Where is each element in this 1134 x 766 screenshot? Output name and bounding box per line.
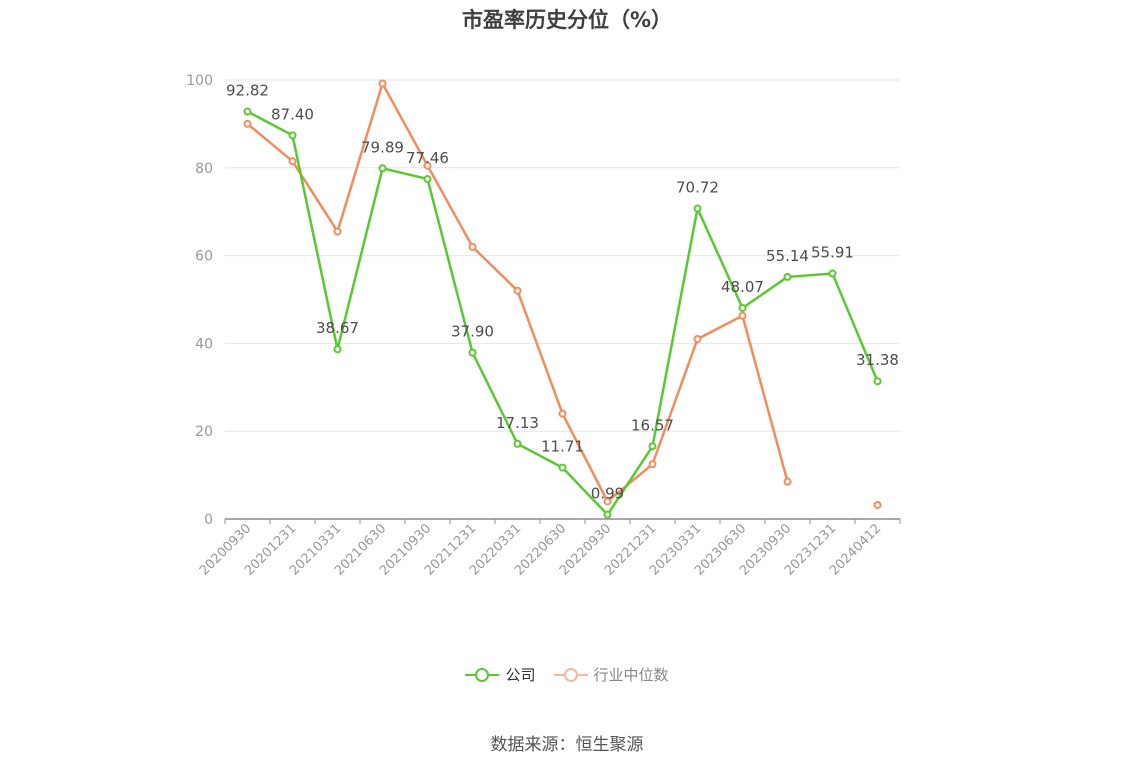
industry-median-point bbox=[333, 227, 342, 236]
legend: 公司 行业中位数 bbox=[0, 664, 1134, 685]
company-point bbox=[558, 463, 567, 472]
legend-company-line-icon bbox=[465, 667, 500, 683]
industry-median-point bbox=[243, 119, 252, 128]
company-data-label: 77.46 bbox=[406, 149, 449, 167]
company-data-label: 11.71 bbox=[541, 438, 584, 456]
chart-title: 市盈率历史分位（%） bbox=[461, 8, 673, 32]
company-point bbox=[873, 377, 882, 386]
industry-median-point bbox=[693, 335, 702, 344]
industry-median-point bbox=[513, 286, 522, 295]
company-point bbox=[783, 272, 792, 281]
company-point bbox=[333, 345, 342, 354]
y-tick-label: 60 bbox=[195, 249, 213, 265]
company-point bbox=[423, 174, 432, 183]
company-data-label: 37.90 bbox=[451, 323, 494, 341]
company-point bbox=[693, 204, 702, 213]
company-data-label: 17.13 bbox=[496, 414, 539, 432]
legend-item-company[interactable]: 公司 bbox=[465, 664, 536, 685]
company-point bbox=[603, 510, 612, 519]
company-point bbox=[828, 269, 837, 278]
industry-median-point bbox=[423, 161, 432, 170]
industry-median-point bbox=[558, 409, 567, 418]
y-tick-label: 0 bbox=[204, 512, 213, 528]
y-tick-label: 40 bbox=[195, 336, 213, 352]
series bbox=[243, 79, 882, 519]
company-data-label: 87.40 bbox=[271, 105, 314, 123]
company-point bbox=[243, 107, 252, 116]
company-data-label: 0.99 bbox=[591, 485, 624, 503]
company-data-label: 55.14 bbox=[766, 247, 809, 265]
legend-company-label: 公司 bbox=[505, 666, 536, 684]
industry-median-point bbox=[378, 79, 387, 88]
company-point bbox=[468, 348, 477, 357]
y-tick-label: 80 bbox=[195, 161, 213, 177]
y-tick-label: 20 bbox=[195, 424, 213, 440]
company-data-label: 79.89 bbox=[361, 138, 404, 156]
company-point bbox=[513, 439, 522, 448]
company-point bbox=[738, 303, 747, 312]
legend-item-industry-median[interactable]: 行业中位数 bbox=[553, 664, 669, 685]
company-data-label: 48.07 bbox=[721, 278, 764, 296]
company-point bbox=[378, 164, 387, 173]
company-point bbox=[288, 131, 297, 140]
industry-median-point bbox=[468, 242, 477, 251]
y-tick-label: 100 bbox=[186, 73, 213, 89]
legend-industry-label: 行业中位数 bbox=[593, 666, 669, 684]
legend-industry-line-icon bbox=[553, 667, 588, 683]
source-note: 数据来源：恒生聚源 bbox=[490, 735, 644, 755]
industry-median-point bbox=[873, 500, 882, 509]
axes: 0204060801002020093020201231202103312021… bbox=[186, 73, 901, 579]
industry-median-point bbox=[603, 497, 612, 506]
company-data-label: 70.72 bbox=[676, 179, 719, 197]
company-data-label: 92.82 bbox=[226, 82, 269, 100]
industry-median-point bbox=[783, 477, 792, 486]
company-data-label: 31.38 bbox=[856, 351, 899, 369]
industry-median-point bbox=[288, 157, 297, 166]
industry-median-point bbox=[738, 311, 747, 320]
industry-median-point bbox=[648, 460, 657, 469]
company-data-label: 55.91 bbox=[811, 244, 854, 262]
company-point bbox=[648, 442, 657, 451]
company-data-label: 38.67 bbox=[316, 319, 359, 337]
company-data-label: 16.57 bbox=[631, 416, 674, 434]
